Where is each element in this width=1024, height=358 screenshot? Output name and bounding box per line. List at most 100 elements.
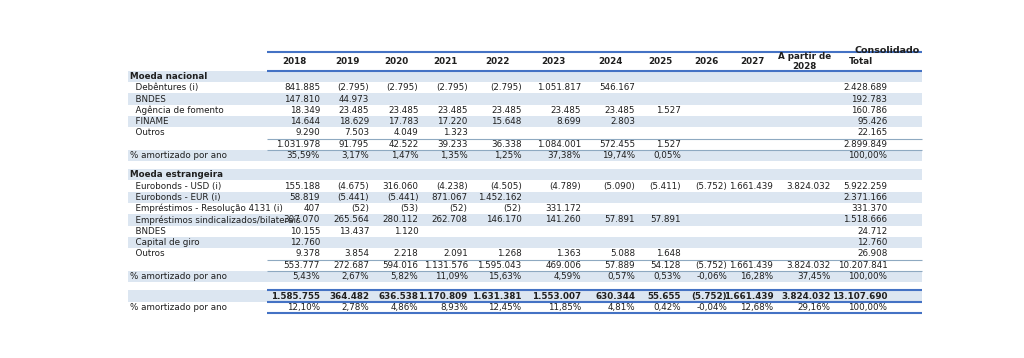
Bar bbox=[128, 161, 922, 169]
Text: 364.482: 364.482 bbox=[330, 291, 370, 300]
Text: 13.107.690: 13.107.690 bbox=[831, 291, 888, 300]
Text: 469.006: 469.006 bbox=[545, 261, 582, 270]
Text: (5.090): (5.090) bbox=[603, 182, 635, 190]
Text: 2023: 2023 bbox=[542, 57, 566, 66]
Bar bbox=[128, 93, 922, 105]
Text: 2,67%: 2,67% bbox=[342, 272, 370, 281]
Text: 1.631.381: 1.631.381 bbox=[472, 291, 521, 300]
Bar bbox=[128, 271, 922, 282]
Text: 1.527: 1.527 bbox=[656, 140, 681, 149]
Bar bbox=[128, 139, 922, 150]
Text: 630.344: 630.344 bbox=[595, 291, 635, 300]
Text: Total: Total bbox=[849, 57, 873, 66]
Text: FINAME: FINAME bbox=[130, 117, 169, 126]
Text: 2.899.849: 2.899.849 bbox=[844, 140, 888, 149]
Text: 23.485: 23.485 bbox=[551, 106, 582, 115]
Text: 572.455: 572.455 bbox=[599, 140, 635, 149]
Text: 17.783: 17.783 bbox=[388, 117, 419, 126]
Text: 22.165: 22.165 bbox=[857, 129, 888, 137]
Text: 11,85%: 11,85% bbox=[548, 303, 582, 312]
Text: 2027: 2027 bbox=[740, 57, 765, 66]
Text: -0,06%: -0,06% bbox=[696, 272, 727, 281]
Bar bbox=[128, 203, 922, 214]
Text: 5,82%: 5,82% bbox=[391, 272, 419, 281]
Text: 0,53%: 0,53% bbox=[653, 272, 681, 281]
Text: 1.661.439: 1.661.439 bbox=[729, 261, 773, 270]
Text: 2.803: 2.803 bbox=[610, 117, 635, 126]
Text: 141.260: 141.260 bbox=[546, 216, 582, 224]
Text: 2.371.166: 2.371.166 bbox=[844, 193, 888, 202]
Text: BNDES: BNDES bbox=[130, 227, 166, 236]
Text: 2021: 2021 bbox=[433, 57, 458, 66]
Text: Eurobonds - EUR (i): Eurobonds - EUR (i) bbox=[130, 193, 221, 202]
Text: 35,59%: 35,59% bbox=[287, 151, 321, 160]
Text: 1,35%: 1,35% bbox=[440, 151, 468, 160]
Text: 10.207.841: 10.207.841 bbox=[838, 261, 888, 270]
Text: 2.428.689: 2.428.689 bbox=[844, 83, 888, 92]
Text: 2026: 2026 bbox=[694, 57, 719, 66]
Text: 147.810: 147.810 bbox=[284, 95, 321, 103]
Text: 55.655: 55.655 bbox=[647, 291, 681, 300]
Text: 1.131.576: 1.131.576 bbox=[424, 261, 468, 270]
Text: A partir de
2028: A partir de 2028 bbox=[777, 52, 830, 71]
Text: 553.777: 553.777 bbox=[284, 261, 321, 270]
Text: 3.824.032: 3.824.032 bbox=[786, 261, 830, 270]
Text: 2022: 2022 bbox=[484, 57, 509, 66]
Text: 15.648: 15.648 bbox=[492, 117, 521, 126]
Text: 2.218: 2.218 bbox=[393, 250, 419, 258]
Text: (5.752): (5.752) bbox=[695, 182, 727, 190]
Text: Outros: Outros bbox=[130, 250, 165, 258]
Text: 54.128: 54.128 bbox=[651, 261, 681, 270]
Text: 2024: 2024 bbox=[598, 57, 623, 66]
Text: 37,38%: 37,38% bbox=[548, 151, 582, 160]
Text: Capital de giro: Capital de giro bbox=[130, 238, 200, 247]
Text: 44.973: 44.973 bbox=[339, 95, 370, 103]
Text: 15,63%: 15,63% bbox=[488, 272, 521, 281]
Text: (2.795): (2.795) bbox=[436, 83, 468, 92]
Text: 13.437: 13.437 bbox=[339, 227, 370, 236]
Text: (4.789): (4.789) bbox=[550, 182, 582, 190]
Text: 280.112: 280.112 bbox=[383, 216, 419, 224]
Bar bbox=[128, 260, 922, 271]
Text: 18.349: 18.349 bbox=[290, 106, 321, 115]
Text: 23.485: 23.485 bbox=[339, 106, 370, 115]
Text: 1.518.666: 1.518.666 bbox=[844, 216, 888, 224]
Text: 1.170.809: 1.170.809 bbox=[419, 291, 468, 300]
Text: 100,00%: 100,00% bbox=[849, 151, 888, 160]
Text: 1.323: 1.323 bbox=[442, 129, 468, 137]
Text: 1.084.001: 1.084.001 bbox=[537, 140, 582, 149]
Text: 5.922.259: 5.922.259 bbox=[844, 182, 888, 190]
Text: 9.378: 9.378 bbox=[295, 250, 321, 258]
Text: Consolidado: Consolidado bbox=[855, 46, 920, 55]
Text: 331.172: 331.172 bbox=[545, 204, 582, 213]
Text: 17.220: 17.220 bbox=[437, 117, 468, 126]
Text: 636.538: 636.538 bbox=[379, 291, 419, 300]
Text: 2.091: 2.091 bbox=[443, 250, 468, 258]
Text: 594.016: 594.016 bbox=[383, 261, 419, 270]
Text: (52): (52) bbox=[504, 204, 521, 213]
Text: (4.238): (4.238) bbox=[436, 182, 468, 190]
Text: 4.049: 4.049 bbox=[393, 129, 419, 137]
Text: -0,04%: -0,04% bbox=[696, 303, 727, 312]
Text: 146.170: 146.170 bbox=[485, 216, 521, 224]
Text: 19,74%: 19,74% bbox=[602, 151, 635, 160]
Bar bbox=[128, 127, 922, 139]
Text: 39.233: 39.233 bbox=[437, 140, 468, 149]
Text: Moeda estrangeira: Moeda estrangeira bbox=[130, 170, 223, 179]
Text: 1,47%: 1,47% bbox=[391, 151, 419, 160]
Bar bbox=[128, 248, 922, 260]
Text: 18.629: 18.629 bbox=[339, 117, 370, 126]
Text: 12.760: 12.760 bbox=[857, 238, 888, 247]
Bar bbox=[128, 169, 922, 180]
Text: % amortizado por ano: % amortizado por ano bbox=[130, 272, 227, 281]
Text: 95.426: 95.426 bbox=[857, 117, 888, 126]
Text: 3,17%: 3,17% bbox=[342, 151, 370, 160]
Text: (5.752): (5.752) bbox=[691, 291, 727, 300]
Text: 1,25%: 1,25% bbox=[494, 151, 521, 160]
Text: 23.485: 23.485 bbox=[604, 106, 635, 115]
Text: Eurobonds - USD (i): Eurobonds - USD (i) bbox=[130, 182, 222, 190]
Text: 37,45%: 37,45% bbox=[797, 272, 830, 281]
Text: 12,45%: 12,45% bbox=[488, 303, 521, 312]
Text: 331.370: 331.370 bbox=[851, 204, 888, 213]
Text: 29,16%: 29,16% bbox=[798, 303, 830, 312]
